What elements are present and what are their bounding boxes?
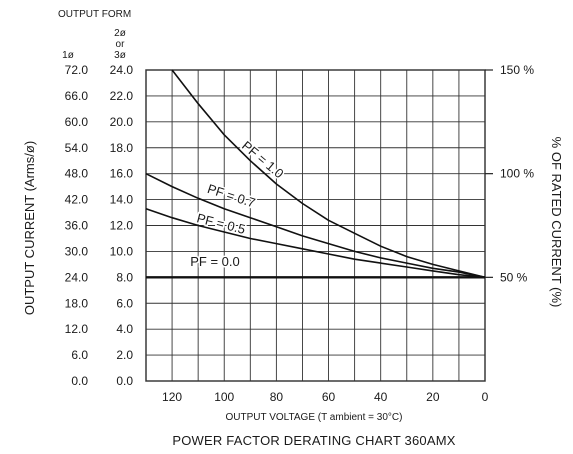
y-tick-label-three-phase: 4.0 xyxy=(116,322,133,336)
tick-labels: 72.0 24.0 66.0 22.0 60.0 20.0 54.0 18.0 48.0 16.0… xyxy=(65,63,535,404)
series-lines xyxy=(145,69,486,279)
column-header-three-phase-line2: or xyxy=(116,39,126,50)
column-header-single-phase: 1ø xyxy=(62,50,74,61)
y-tick-label-single-phase: 0.0 xyxy=(71,374,88,388)
right-tick-label: 100 % xyxy=(500,167,534,181)
column-header-three-phase-line1: 2ø xyxy=(114,28,126,39)
x-tick-label: 80 xyxy=(270,390,284,404)
x-tick-label: 40 xyxy=(374,390,388,404)
y-tick-label-single-phase: 54.0 xyxy=(65,141,89,155)
column-header-three-phase-line3: 3ø xyxy=(114,50,126,61)
x-tick-label: 20 xyxy=(426,390,440,404)
y-axis-left-title: OUTPUT CURRENT (Arms/ø) xyxy=(22,141,37,315)
y-tick-label-three-phase: 0.0 xyxy=(116,374,133,388)
y-tick-label-single-phase: 18.0 xyxy=(65,296,89,310)
series-label: PF = 0.0 xyxy=(190,254,240,269)
y-tick-label-single-phase: 24.0 xyxy=(65,270,89,284)
series-label: PF = 0.7 xyxy=(206,181,258,211)
series-label: PF = 1.0 xyxy=(239,138,287,181)
y-tick-label-three-phase: 18.0 xyxy=(110,141,134,155)
series-line xyxy=(145,207,486,279)
x-tick-label: 100 xyxy=(214,390,234,404)
x-tick-label: 60 xyxy=(322,390,336,404)
y-tick-label-three-phase: 10.0 xyxy=(110,244,134,258)
y-tick-label-single-phase: 6.0 xyxy=(71,348,88,362)
right-tick-label: 50 % xyxy=(500,270,528,284)
x-tick-label: 0 xyxy=(482,390,489,404)
y-tick-label-three-phase: 16.0 xyxy=(110,167,134,181)
y-tick-label-three-phase: 8.0 xyxy=(116,270,133,284)
y-axis-right-title: % OF RATED CURRENT (%) xyxy=(549,137,564,308)
grid-lines xyxy=(145,69,493,382)
y-tick-label-single-phase: 48.0 xyxy=(65,167,89,181)
x-tick-label: 120 xyxy=(162,390,182,404)
chart-title: POWER FACTOR DERATING CHART 360AMX xyxy=(172,433,455,448)
y-tick-label-three-phase: 12.0 xyxy=(110,219,134,233)
y-tick-label-single-phase: 36.0 xyxy=(65,219,89,233)
y-tick-label-single-phase: 30.0 xyxy=(65,244,89,258)
x-axis-title: OUTPUT VOLTAGE (T ambient = 30°C) xyxy=(226,412,403,423)
y-tick-label-single-phase: 60.0 xyxy=(65,115,89,129)
series-labels: PF = 1.0PF = 0.7PF = 0.5PF = 0.0 xyxy=(189,136,288,270)
y-tick-label-three-phase: 6.0 xyxy=(116,296,133,310)
y-tick-label-three-phase: 20.0 xyxy=(110,115,134,129)
output-form-label: OUTPUT FORM xyxy=(58,9,131,20)
y-tick-label-three-phase: 2.0 xyxy=(116,348,133,362)
y-tick-label-three-phase: 14.0 xyxy=(110,193,134,207)
y-tick-label-single-phase: 66.0 xyxy=(65,89,89,103)
series-line xyxy=(171,69,486,279)
y-tick-label-three-phase: 22.0 xyxy=(110,89,134,103)
series-line xyxy=(145,172,486,279)
right-tick-label: 150 % xyxy=(500,63,534,77)
y-tick-label-three-phase: 24.0 xyxy=(110,63,134,77)
y-tick-label-single-phase: 12.0 xyxy=(65,322,89,336)
y-tick-label-single-phase: 72.0 xyxy=(65,63,89,77)
y-tick-label-single-phase: 42.0 xyxy=(65,193,89,207)
